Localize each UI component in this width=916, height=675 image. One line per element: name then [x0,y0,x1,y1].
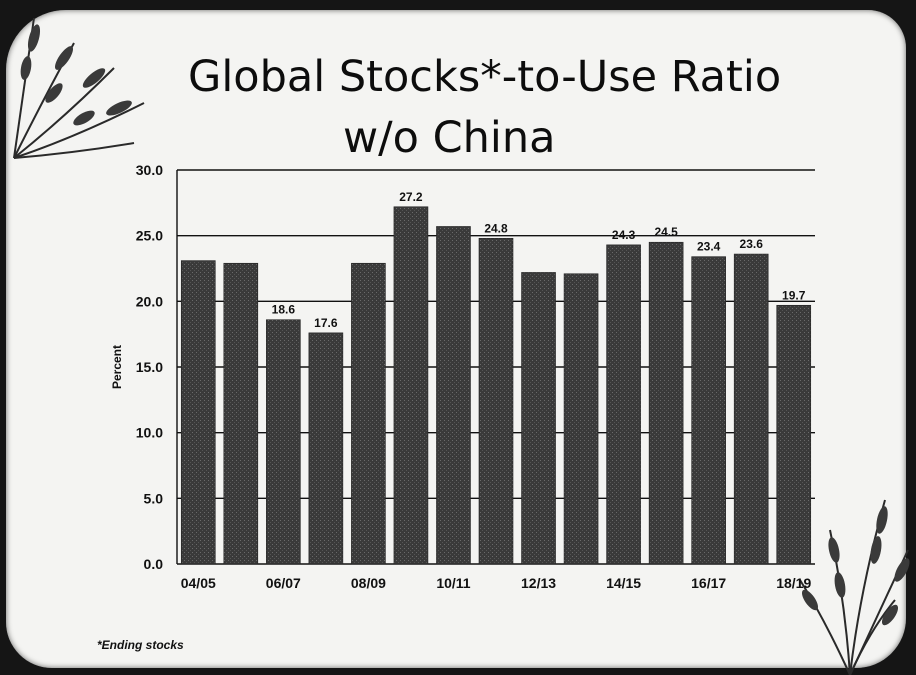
x-tick-label: 16/17 [691,575,726,591]
slide-title-line1: Global Stocks*-to-Use Ratio [188,52,782,102]
x-tick-label: 06/07 [266,575,301,591]
x-tick-label: 14/15 [606,575,641,591]
data-label: 17.6 [314,316,338,330]
bar [223,262,259,565]
data-label: 24.5 [654,225,678,239]
bar [521,272,556,565]
bar [691,256,726,565]
bar [308,332,344,565]
y-tick-label: 15.0 [136,359,163,375]
wheat-decoration-icon [799,499,910,675]
x-tick-label: 10/11 [436,575,470,591]
data-label: 27.2 [399,190,423,204]
bar [351,262,386,565]
data-label: 23.4 [697,240,721,254]
bar [563,273,599,565]
x-tick-label: 12/13 [521,575,556,591]
wheat-decoration-icon [13,17,145,159]
y-tick-label: 10.0 [136,425,163,441]
data-label: 18.6 [272,303,296,317]
data-label: 24.3 [612,228,636,242]
bar [733,253,769,565]
y-tick-label: 25.0 [136,228,163,244]
bar [266,319,301,565]
data-label: 23.6 [740,237,764,251]
x-tick-label: 18/19 [776,575,811,591]
bar [776,304,812,565]
bar [478,237,514,565]
y-axis-label: Percent [110,345,124,389]
bar [648,241,684,565]
data-label: 24.8 [484,221,508,235]
y-tick-label: 0.0 [144,556,164,572]
y-tick-label: 20.0 [136,293,163,309]
data-label: 19.7 [782,288,806,302]
x-tick-label: 08/09 [351,575,386,591]
footnote: *Ending stocks [97,638,184,652]
bar [606,244,641,565]
x-tick-label: 04/05 [181,575,216,591]
bar [393,206,429,565]
bar [180,260,216,565]
slide-title-line2: w/o China [343,113,556,163]
bar [436,226,471,565]
y-tick-label: 5.0 [144,490,164,506]
y-tick-label: 30.0 [136,162,163,178]
